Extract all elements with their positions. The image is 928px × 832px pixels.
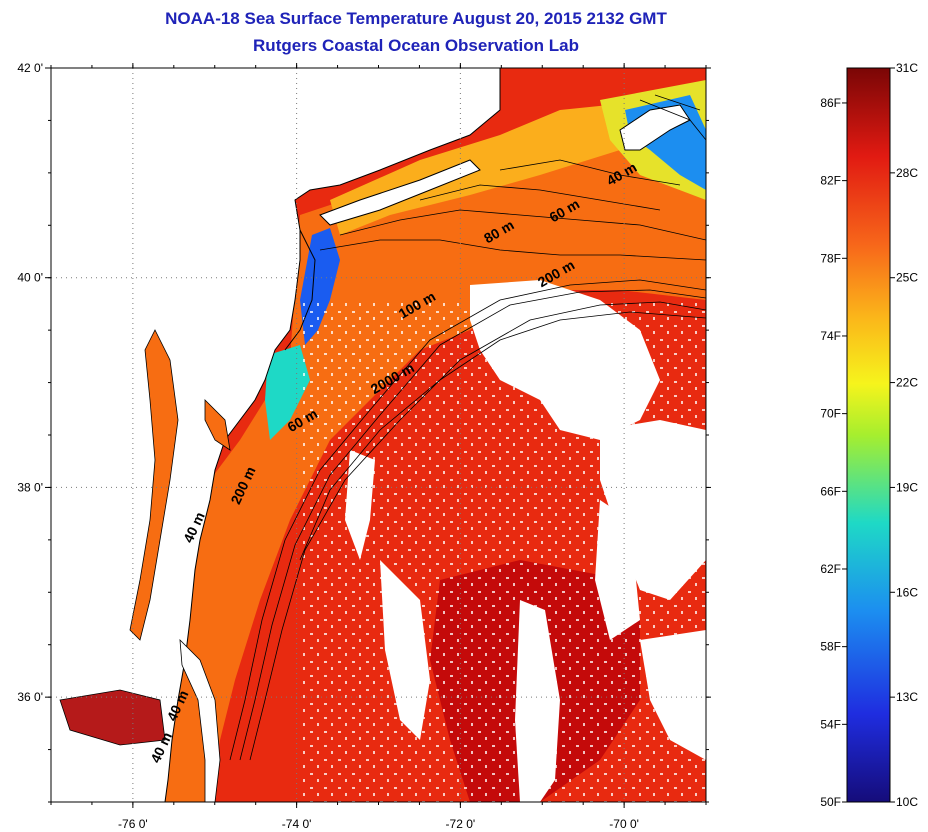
celsius-tick-label-7: 10C xyxy=(896,795,918,809)
celsius-tick-label-3: 22C xyxy=(896,376,918,390)
fahrenheit-tick-label-9: 50F xyxy=(820,795,841,809)
fahrenheit-tick-label-7: 58F xyxy=(820,640,841,654)
lat-tick-label-2: 38 0' xyxy=(17,480,43,494)
axis-ticks: -76 0' -74 0' -72 0' -70 0' 42 0' 40 0' 38 0' 3… xyxy=(17,61,711,831)
lat-tick-label-3: 36 0' xyxy=(17,690,43,704)
fahrenheit-tick-label-2: 78F xyxy=(820,251,841,265)
lon-tick-label-2: -72 0' xyxy=(446,817,476,831)
fahrenheit-tick-label-3: 74F xyxy=(820,329,841,343)
fahrenheit-tick-label-0: 86F xyxy=(820,96,841,110)
sst-field xyxy=(51,68,706,802)
colorbar xyxy=(846,67,891,803)
celsius-tick-label-2: 25C xyxy=(896,271,918,285)
celsius-tick-label-1: 28C xyxy=(896,166,918,180)
colorbar-ticks: 31C 28C 25C 22C 19C 16C 13C 10C 86F 82F 78F 74F 70F 6… xyxy=(820,61,918,809)
fahrenheit-tick-label-6: 62F xyxy=(820,562,841,576)
fahrenheit-tick-label-5: 66F xyxy=(820,484,841,498)
lon-tick-label-0: -76 0' xyxy=(118,817,148,831)
celsius-tick-label-4: 19C xyxy=(896,480,918,494)
celsius-tick-label-0: 31C xyxy=(896,61,918,75)
lat-tick-label-1: 40 0' xyxy=(17,271,43,285)
chart-title-line2: Rutgers Coastal Ocean Observation Lab xyxy=(253,36,579,55)
lon-tick-label-3: -70 0' xyxy=(609,817,639,831)
fahrenheit-tick-label-1: 82F xyxy=(820,174,841,188)
bathymetry-contours xyxy=(229,94,706,761)
lat-tick-label-0: 42 0' xyxy=(17,61,43,75)
celsius-tick-label-6: 13C xyxy=(896,690,918,704)
fahrenheit-tick-label-8: 54F xyxy=(820,717,841,731)
chart-title-line1: NOAA-18 Sea Surface Temperature August 2… xyxy=(165,9,667,28)
lon-tick-label-1: -74 0' xyxy=(282,817,312,831)
fahrenheit-tick-label-4: 70F xyxy=(820,407,841,421)
celsius-tick-label-5: 16C xyxy=(896,585,918,599)
